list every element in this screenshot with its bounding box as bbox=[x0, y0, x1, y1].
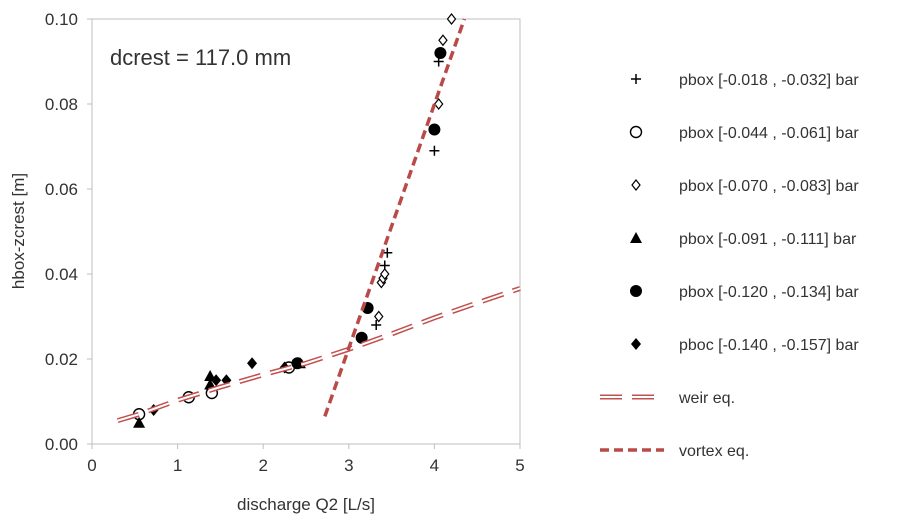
legend-marker bbox=[631, 74, 641, 84]
y-tick-label: 0.02 bbox=[45, 350, 78, 369]
series-7 bbox=[323, 18, 467, 417]
data-point bbox=[438, 34, 448, 47]
series-line bbox=[323, 18, 467, 417]
x-tick-label: 3 bbox=[344, 456, 353, 475]
x-tick-label: 0 bbox=[87, 456, 96, 475]
data-point bbox=[133, 416, 146, 428]
legend-label: pbox [-0.018 , -0.032] bar bbox=[679, 72, 859, 89]
x-tick-label: 1 bbox=[173, 456, 182, 475]
y-tick-label: 0.10 bbox=[45, 10, 78, 29]
axis-layer: 0 1 2 3 4 5 0.00 0.02 0.04 0.06 0.08 0.10 bbox=[45, 10, 525, 475]
legend-label: vortex eq. bbox=[679, 443, 749, 460]
series-6 bbox=[116, 286, 521, 424]
data-point bbox=[355, 331, 368, 344]
x-tick-label: 5 bbox=[515, 456, 524, 475]
series-layer bbox=[116, 13, 521, 428]
data-point bbox=[428, 123, 441, 136]
series-2 bbox=[373, 13, 457, 323]
legend-item: weir eq. bbox=[600, 390, 735, 407]
series-0 bbox=[371, 56, 444, 330]
y-tick-label: 0.00 bbox=[45, 435, 78, 454]
y-tick-label: 0.04 bbox=[45, 265, 78, 284]
data-point bbox=[247, 357, 258, 370]
data-point bbox=[371, 320, 382, 330]
data-point bbox=[291, 357, 304, 370]
series-line-inner bbox=[117, 287, 521, 422]
chart-annotation: dcrest = 117.0 mm bbox=[110, 45, 291, 70]
series-4 bbox=[291, 47, 447, 370]
y-axis-title: hbox-zcrest [m] bbox=[9, 173, 28, 289]
legend-item: pbox [-0.044 , -0.061] bar bbox=[629, 125, 859, 142]
data-point bbox=[433, 98, 444, 110]
y-tick-label: 0.08 bbox=[45, 95, 78, 114]
plot-area bbox=[91, 18, 521, 445]
x-axis-title: discharge Q2 [L/s] bbox=[237, 495, 375, 514]
data-point bbox=[429, 145, 440, 156]
legend-item: pbox [-0.018 , -0.032] bar bbox=[631, 72, 859, 89]
data-point bbox=[379, 268, 390, 280]
x-tick-label: 4 bbox=[430, 456, 439, 475]
legend-item: pbox [-0.120 , -0.134] bar bbox=[630, 284, 859, 301]
legend-label: pbox [-0.044 , -0.061] bar bbox=[679, 125, 859, 142]
legend-label: pbox [-0.070 , -0.083] bar bbox=[679, 178, 859, 195]
legend-item: pbox [-0.070 , -0.083] bar bbox=[631, 178, 859, 195]
series-line bbox=[116, 286, 521, 424]
legend-item: pboc [-0.140 , -0.157] bar bbox=[631, 337, 859, 354]
legend-label: pboc [-0.140 , -0.157] bar bbox=[679, 337, 859, 354]
legend-label: pbox [-0.091 , -0.111] bar bbox=[679, 231, 857, 248]
y-tick-label: 0.06 bbox=[45, 180, 78, 199]
data-point bbox=[446, 13, 457, 25]
series-line-stroke bbox=[323, 18, 467, 417]
legend-label: weir eq. bbox=[678, 390, 735, 407]
legend-marker bbox=[631, 338, 641, 350]
legend-label: pbox [-0.120 , -0.134] bar bbox=[679, 284, 859, 301]
data-point bbox=[434, 47, 447, 59]
legend-marker bbox=[630, 232, 642, 243]
legend-marker bbox=[630, 285, 642, 297]
legend-item: vortex eq. bbox=[600, 443, 749, 460]
legend: pbox [-0.018 , -0.032] bar pbox [-0.044 ,… bbox=[600, 72, 859, 460]
x-tick-label: 2 bbox=[258, 456, 267, 475]
legend-marker bbox=[631, 179, 641, 191]
data-point bbox=[373, 310, 384, 323]
legend-item: pbox [-0.091 , -0.111] bar bbox=[630, 231, 857, 248]
data-point bbox=[211, 374, 222, 387]
legend-marker bbox=[629, 125, 643, 139]
